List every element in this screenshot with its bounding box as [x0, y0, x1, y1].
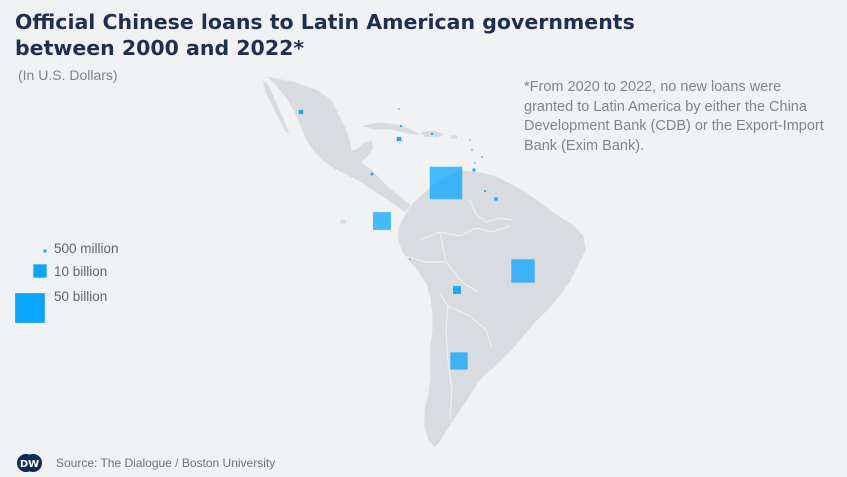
legend-label-10b: 10 billion	[54, 264, 108, 279]
subtitle: (In U.S. Dollars)	[18, 67, 118, 83]
legend-marker-0	[43, 249, 47, 253]
loan-marker-brazil	[511, 259, 535, 283]
dw-logo: DW	[17, 454, 42, 472]
cuba	[359, 121, 423, 137]
loan-marker-mexico	[298, 109, 304, 115]
dw-logo-text: DW	[20, 459, 39, 470]
loan-marker-dominican-republic	[431, 133, 433, 135]
loan-marker-suriname	[494, 197, 498, 201]
loan-marker-costa-rica	[370, 172, 374, 176]
galapagos	[339, 218, 347, 225]
loan-marker-ecuador	[373, 212, 391, 230]
loan-marker-bahamas	[398, 108, 400, 110]
loan-marker-guyana	[484, 190, 486, 192]
loan-marker-barbados	[481, 156, 483, 158]
title-line-1: Official Chinese loans to Latin American…	[15, 10, 635, 34]
loan-marker-cuba	[400, 125, 402, 127]
loan-marker-venezuela	[429, 166, 463, 200]
legend-label-500m: 500 million	[54, 241, 119, 256]
loan-marker-jamaica	[396, 136, 402, 142]
loan-marker-grenada	[474, 162, 476, 164]
legend-label-50b: 50 billion	[54, 289, 108, 304]
loan-marker-argentina	[450, 352, 468, 370]
title-line-2: between 2000 and 2022*	[15, 36, 305, 60]
loan-marker-trinidad-and-tobago	[472, 168, 476, 172]
baja-california	[261, 78, 291, 134]
loan-marker-antigua-and-barbuda	[469, 139, 471, 141]
legend-marker-1	[33, 264, 47, 278]
south-america	[397, 169, 587, 449]
source-note: Source: The Dialogue / Boston University	[56, 456, 276, 470]
puerto-rico	[449, 134, 459, 140]
loan-marker-bolivia	[453, 286, 461, 294]
loan-marker-peru	[409, 258, 411, 260]
mexico-central-america	[264, 75, 415, 215]
legend-marker-2	[15, 293, 45, 323]
chart-title: Official Chinese loans to Latin American…	[15, 9, 635, 61]
loan-marker-dominica	[471, 149, 473, 151]
country-borders	[403, 199, 513, 421]
loan-markers	[298, 108, 535, 370]
footnote: *From 2020 to 2022, no new loans were gr…	[524, 79, 824, 154]
legend-markers	[15, 249, 47, 323]
